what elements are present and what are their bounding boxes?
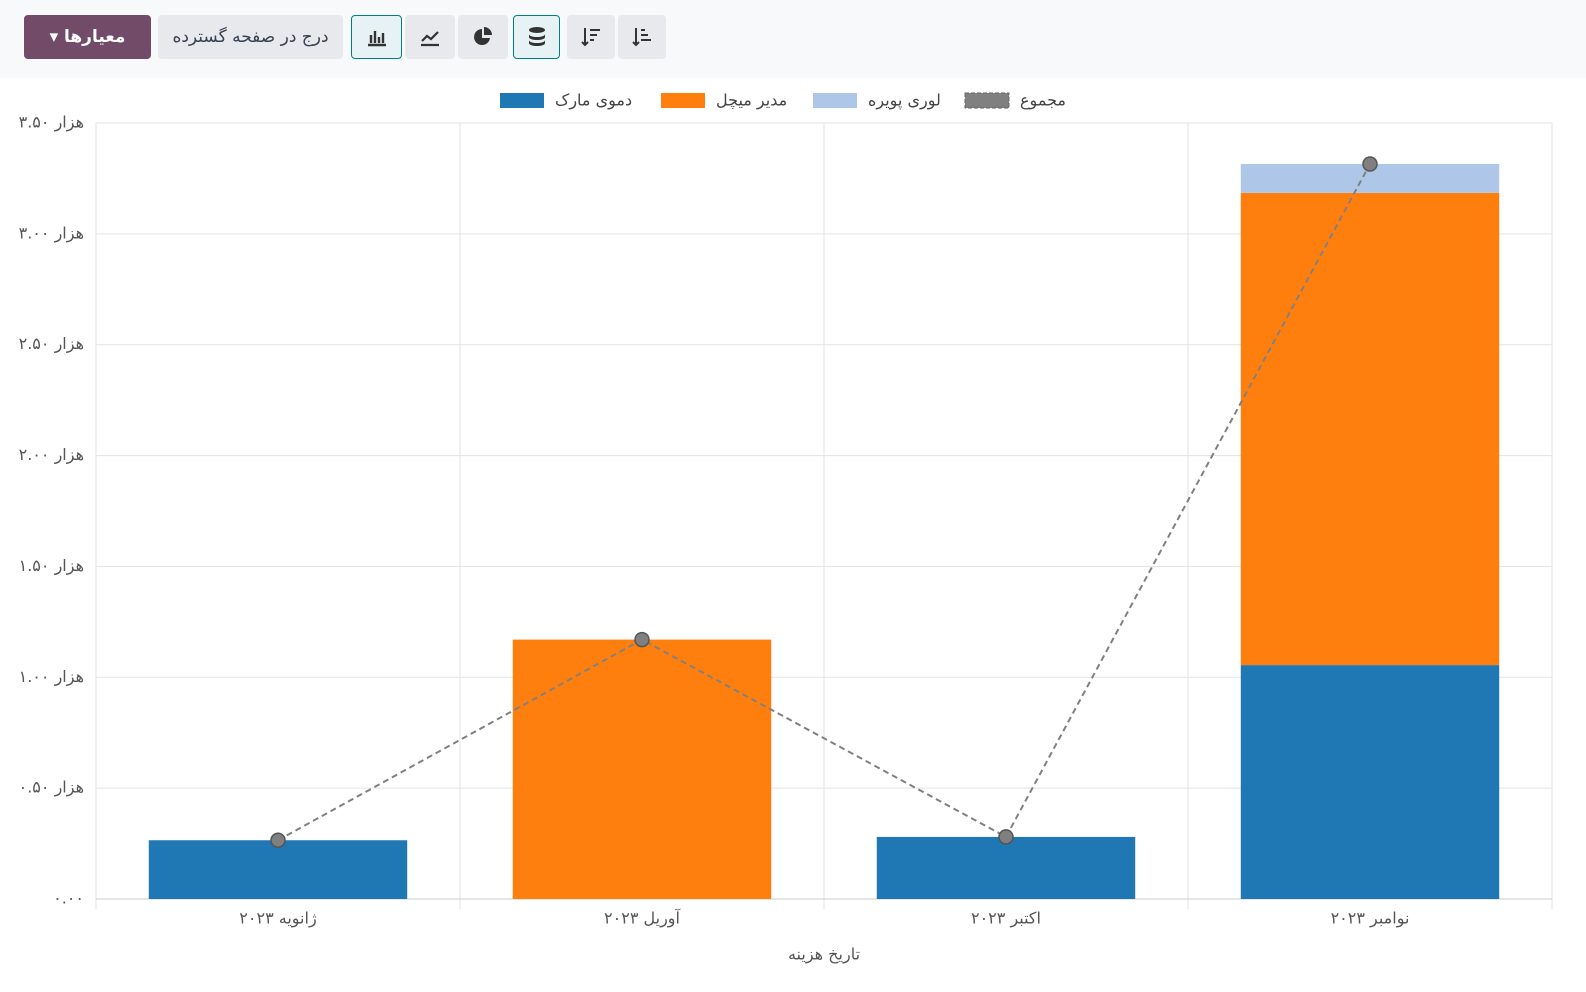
- bar: [876, 836, 1136, 899]
- x-tick-label: نوامبر ۲۰۲۳: [1331, 909, 1410, 929]
- bar: [1240, 665, 1500, 899]
- y-tick-label: ۲.۵۰ هزار: [19, 334, 84, 354]
- sort-icon: [581, 28, 600, 47]
- x-axis-title: تاریخ هزینه: [788, 945, 860, 965]
- chart: تاریخ هزینه ۰.۰۰ ۰.۵۰ هزار ۱.۰۰ هزار ۱.۵۰ ه…: [19, 91, 1553, 965]
- caret: ▾: [49, 27, 65, 47]
- bar-icon: [367, 31, 386, 47]
- bar: [512, 639, 772, 899]
- y-tick-label: ۱.۵۰ هزار: [19, 556, 84, 576]
- stacked-button[interactable]: [513, 15, 560, 59]
- pie-chart-button[interactable]: [458, 15, 508, 59]
- y-tick-label: ۰.۵۰ هزار: [19, 778, 84, 798]
- line-icon: [421, 31, 439, 47]
- insert-button[interactable]: درج در صفحه گسترده: [158, 15, 343, 59]
- legend-swatch: [661, 93, 705, 108]
- y-tick-label: ۳.۰۰ هزار: [19, 223, 84, 243]
- legend-swatch: [500, 93, 544, 108]
- legend-label: دموی مارک: [555, 91, 632, 111]
- x-tick-label: ژانویه ۲۰۲۳: [239, 909, 317, 929]
- legend-swatch: [964, 92, 1010, 109]
- legend-label: مدیر میچل: [716, 91, 787, 111]
- sort-asc-button[interactable]: [618, 15, 666, 59]
- toolbar: ▾ معیارها درج در صفحه گسترده: [0, 0, 1586, 78]
- x-tick-label: اکتبر ۲۰۲۳: [971, 909, 1041, 929]
- total-point: [998, 829, 1014, 845]
- y-tick-label: ۲.۰۰ هزار: [19, 445, 84, 465]
- total-point: [1362, 156, 1378, 172]
- total-point: [270, 832, 286, 848]
- bar: [1240, 192, 1500, 666]
- insert-label: درج در صفحه گسترده: [172, 27, 329, 47]
- bar-chart-button[interactable]: [351, 15, 402, 59]
- stack-icon: [528, 27, 545, 46]
- pie-icon: [474, 27, 492, 45]
- filter-button[interactable]: ▾ معیارها: [24, 15, 151, 59]
- total-point: [634, 631, 650, 648]
- legend-swatch: [813, 93, 857, 108]
- sort-icon: [632, 28, 651, 47]
- total-line: [277, 163, 1371, 842]
- y-tick-label: ۰.۰۰: [53, 889, 84, 908]
- x-tick-label: آوریل ۲۰۲۳: [604, 909, 681, 929]
- legend-label: مجموع: [1020, 91, 1066, 111]
- bar: [148, 840, 408, 899]
- line-chart-button[interactable]: [405, 15, 455, 59]
- filter-label: معیارها: [64, 27, 126, 47]
- y-tick-label: ۳.۵۰ هزار: [19, 113, 84, 133]
- legend-label: لوری پویره: [868, 91, 941, 111]
- sort-desc-button[interactable]: [567, 15, 615, 59]
- y-tick-label: ۱.۰۰ هزار: [19, 667, 84, 687]
